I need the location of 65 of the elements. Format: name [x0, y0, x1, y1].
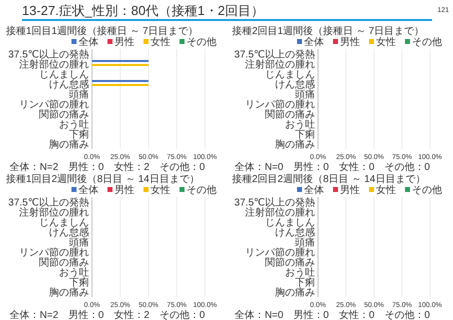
y-tick-label: 注射部位の腫れ [245, 58, 315, 70]
y-tick-label: 37.5℃以上の発熱 [8, 48, 89, 60]
legend-label: 全体 [78, 184, 98, 196]
y-tick-label: 胸の痛み [275, 286, 315, 298]
y-tick-label: 下痢 [295, 276, 315, 288]
y-tick-label: おう吐 [59, 118, 89, 130]
text: 全体：N=0 男性：0 女性：0 その他：0 [234, 161, 430, 173]
legend-label: 女性 [150, 36, 170, 48]
text: 13-27.症状_性別：80代（接種1・2回目） [22, 3, 264, 18]
y-tick-label: リンパ節の腫れ [19, 246, 89, 258]
chart-title: 接種1回目2週間後（8日目 ～ 14日目まで） [6, 173, 200, 185]
y-tick-label: 関節の痛み [39, 108, 89, 120]
y-tick-label: けん怠感 [275, 78, 315, 90]
legend-label: 男性 [114, 184, 134, 196]
y-tick-label: 37.5℃以上の発熱 [234, 48, 315, 60]
y-tick-label: リンパ節の腫れ [19, 98, 89, 110]
y-tick-label: じんましん [265, 70, 315, 80]
legend-label: その他 [186, 36, 216, 48]
legend-label: 全体 [304, 184, 324, 196]
legend-label: 全体 [304, 36, 324, 48]
legend-label: 男性 [340, 36, 360, 48]
y-tick-label: けん怠感 [49, 226, 89, 238]
y-tick-label: 頭痛 [295, 88, 315, 100]
y-tick-label: リンパ節の腫れ [245, 246, 315, 258]
chart-title: 接種2回目1週間後（接種日 ～ 7日目まで） [232, 25, 424, 37]
legend-label: 男性 [340, 184, 360, 196]
y-tick-label: 胸の痛み [49, 138, 89, 150]
y-tick-label: 下痢 [295, 128, 315, 140]
legend-label: 男性 [114, 36, 134, 48]
chart-title: 接種2回目2週間後（8日目 ～ 14日目まで） [232, 173, 426, 185]
y-tick-label: 37.5℃以上の発熱 [8, 196, 89, 208]
y-tick-label: じんましん [39, 70, 89, 80]
legend-label: 女性 [150, 184, 170, 196]
y-tick-label: おう吐 [285, 266, 315, 278]
y-tick-label: 頭痛 [69, 88, 89, 100]
y-tick-label: 注射部位の腫れ [19, 58, 89, 70]
y-tick-label: 胸の痛み [275, 138, 315, 150]
y-tick-label: けん怠感 [275, 226, 315, 238]
y-tick-label: 関節の痛み [265, 256, 315, 268]
text: 全体：N=0 男性：0 女性：0 その他：0 [234, 309, 430, 320]
y-tick-label: おう吐 [285, 118, 315, 130]
y-tick-label: じんましん [265, 218, 315, 228]
legend-label: その他 [412, 184, 442, 196]
y-tick-label: 関節の痛み [265, 108, 315, 120]
y-tick-label: けん怠感 [49, 78, 89, 90]
y-tick-label: 下痢 [69, 276, 89, 288]
legend-label: その他 [412, 36, 442, 48]
text: 全体：N=2 男性：0 女性：2 その他：0 [10, 161, 206, 173]
y-tick-label: おう吐 [59, 266, 89, 278]
y-tick-label: じんましん [39, 218, 89, 228]
y-tick-label: 下痢 [69, 128, 89, 140]
legend-label: 女性 [376, 184, 396, 196]
legend-label: 女性 [376, 36, 396, 48]
y-tick-label: 関節の痛み [39, 256, 89, 268]
chart-title: 接種1回目1週間後（接種日 ～ 7日目まで） [6, 25, 198, 37]
y-tick-label: 注射部位の腫れ [19, 206, 89, 218]
y-tick-label: リンパ節の腫れ [245, 98, 315, 110]
y-tick-label: 注射部位の腫れ [245, 206, 315, 218]
y-tick-label: 胸の痛み [49, 286, 89, 298]
text: 全体：N=2 男性：0 女性：2 その他：0 [10, 309, 206, 320]
y-tick-label: 頭痛 [295, 236, 315, 248]
legend-label: その他 [186, 184, 216, 196]
y-tick-label: 37.5℃以上の発熱 [234, 196, 315, 208]
legend-label: 全体 [78, 36, 98, 48]
y-tick-label: 頭痛 [69, 236, 89, 248]
